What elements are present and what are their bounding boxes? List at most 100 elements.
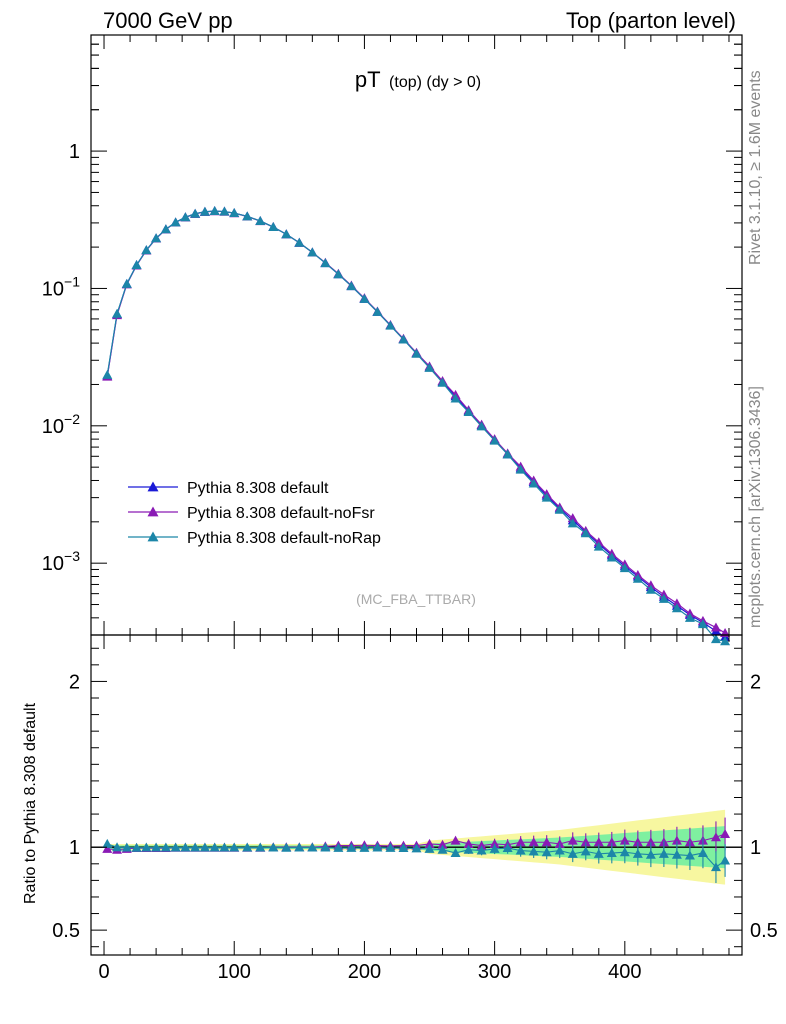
- data-point-noRap: [528, 478, 539, 488]
- ratio-point-noRap: [671, 849, 682, 859]
- ratio-point-noRap: [411, 843, 422, 853]
- ratio-point-noFsr: [515, 837, 526, 847]
- legend-item-noFsr: Pythia 8.308 default-noFsr: [128, 505, 375, 522]
- ratio-y-tick-label-left: 1: [69, 837, 80, 859]
- data-point-noRap: [219, 206, 230, 216]
- rivet-label: Rivet 3.1.10, ≥ 1.6M events: [747, 70, 764, 265]
- ratio-point-noRap: [476, 845, 487, 855]
- ratio-point-noRap: [372, 842, 383, 852]
- data-point-noRap: [229, 208, 240, 218]
- series-noFsr: [102, 206, 731, 638]
- data-point-noRap: [463, 407, 474, 417]
- ratio-point-noRap: [346, 842, 357, 852]
- data-point-noRap: [180, 212, 191, 222]
- ratio-point-noRap: [385, 842, 396, 852]
- ratio-point-noRap: [112, 842, 123, 852]
- ratio-point-noRap: [121, 842, 132, 852]
- ratio-point-noFsr: [619, 835, 630, 845]
- ratio-ylabel: Ratio to Pythia 8.308 default: [22, 702, 39, 904]
- data-point-noRap: [160, 224, 171, 234]
- ratio-point-noRap: [645, 849, 656, 859]
- data-point-noFsr: [671, 598, 682, 608]
- ratio-point-noRap: [268, 842, 279, 852]
- data-point-noRap: [372, 306, 383, 316]
- y-tick-label: 10−3: [42, 548, 80, 575]
- ratio-panel-frame: [90, 634, 743, 956]
- legend-label: Pythia 8.308 default-noFsr: [187, 505, 375, 522]
- header-right: Top (parton level): [566, 8, 736, 33]
- ratio-point-noFsr: [720, 828, 731, 838]
- data-point-noRap: [268, 222, 279, 232]
- series-line-noFsr: [106, 210, 726, 634]
- ratio-point-noFsr: [606, 837, 617, 847]
- ratio-point-noRap: [102, 838, 113, 848]
- ratio-point-noFsr: [645, 837, 656, 847]
- data-point-noRap: [541, 492, 552, 502]
- ratio-point-noRap: [593, 848, 604, 858]
- ratio-point-noFsr: [580, 837, 591, 847]
- legend-marker: [147, 481, 159, 492]
- data-point-noRap: [645, 584, 656, 594]
- data-point-noRap: [632, 573, 643, 583]
- analysis-watermark: (MC_FBA_TTBAR): [356, 591, 476, 607]
- ratio-point-noRap: [209, 842, 220, 852]
- ratio-point-noRap: [281, 842, 292, 852]
- ratio-point-noRap: [515, 845, 526, 855]
- header-left: 7000 GeV pp: [103, 8, 233, 33]
- y-tick-label: 10−2: [42, 411, 80, 438]
- ratio-point-noRap: [580, 846, 591, 856]
- ratio-point-noRap: [307, 842, 318, 852]
- ratio-y-tick-label-left: 0.5: [52, 920, 80, 942]
- x-tick-label: 300: [478, 961, 511, 983]
- data-point-noRap: [242, 211, 253, 221]
- plot-title: pT (top) (dy > 0): [355, 67, 481, 92]
- ratio-point-noFsr: [671, 835, 682, 845]
- data-point-noRap: [450, 393, 461, 403]
- ratio-point-noFsr: [528, 837, 539, 847]
- ratio-point-noRap: [199, 842, 210, 852]
- data-point-noRap: [437, 377, 448, 387]
- ratio-point-noRap: [710, 862, 721, 872]
- data-point-noRap: [720, 636, 731, 646]
- data-point-noRap: [255, 215, 266, 225]
- data-point-noRap: [121, 278, 132, 288]
- ratio-point-noRap: [528, 846, 539, 856]
- ratio-point-noRap: [541, 847, 552, 857]
- data-point-noRap: [151, 233, 162, 243]
- ratio-point-noRap: [567, 848, 578, 858]
- data-point-noRap: [567, 518, 578, 528]
- data-point-noRap: [385, 320, 396, 330]
- axes: 0 100 200 300 400 10−3 10−2 10−1 1 0.5 0.5 1 1 2 2: [42, 34, 778, 983]
- ratio-point-noFsr: [424, 838, 435, 848]
- data-point-noRap: [671, 603, 682, 613]
- ratio-point-noRap: [229, 842, 240, 852]
- ratio-point-noRap: [359, 842, 370, 852]
- data-point-noRap: [141, 245, 152, 255]
- data-point-noRap: [398, 334, 409, 344]
- ratio-point-noFsr: [489, 838, 500, 848]
- series-line-default: [106, 210, 726, 638]
- ratio-line-noRap: [107, 843, 726, 868]
- data-point-noRap: [710, 634, 721, 644]
- data-point-noRap: [359, 293, 370, 303]
- ratio-y-tick-label-right: 1: [750, 837, 761, 859]
- legend-marker: [147, 531, 159, 542]
- ratio-point-noRap: [255, 842, 266, 852]
- ratio-series-noRap: [102, 837, 731, 884]
- ratio-point-noRap: [463, 844, 474, 854]
- legend-item-default: Pythia 8.308 default: [128, 480, 329, 497]
- data-point-noRap: [593, 541, 604, 551]
- data-point-noFsr: [710, 622, 721, 632]
- y-tick-label: 10−1: [42, 273, 80, 300]
- ratio-y-tick-label-right: 0.5: [750, 920, 778, 942]
- ratio-point-noRap: [160, 842, 171, 852]
- ratio-point-noRap: [697, 848, 708, 858]
- ratio-point-noRap: [219, 842, 230, 852]
- ratio-point-noRap: [489, 843, 500, 853]
- data-point-noRap: [112, 308, 123, 318]
- ratio-point-noRap: [320, 842, 331, 852]
- ratio-point-noRap: [398, 843, 409, 853]
- data-point-noRap: [515, 464, 526, 474]
- data-point-noRap: [131, 260, 142, 270]
- ratio-point-noRap: [242, 842, 253, 852]
